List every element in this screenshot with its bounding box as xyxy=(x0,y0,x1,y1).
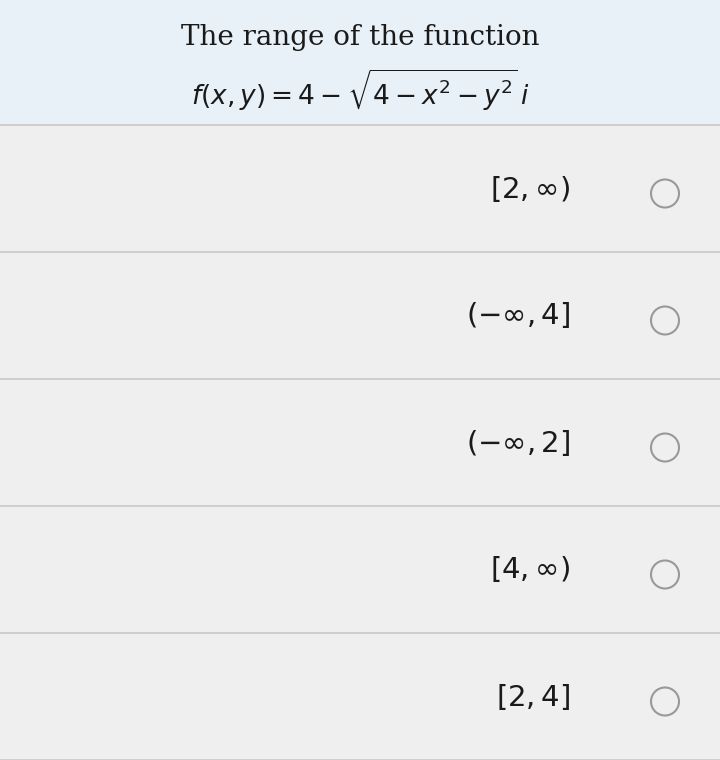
Text: $(-\infty, 2]$: $(-\infty, 2]$ xyxy=(466,427,570,458)
Bar xyxy=(0,0,720,125)
Text: $[2, 4]$: $[2, 4]$ xyxy=(496,682,570,711)
Text: $[2, \infty)$: $[2, \infty)$ xyxy=(490,173,570,204)
Bar xyxy=(0,633,720,760)
Text: $(-\infty, 4]$: $(-\infty, 4]$ xyxy=(466,300,570,331)
Bar xyxy=(0,506,720,633)
Bar xyxy=(0,125,720,252)
Text: $f(x, y) = 4 - \sqrt{4 - x^2 - y^2}\,\mathit{i}$: $f(x, y) = 4 - \sqrt{4 - x^2 - y^2}\,\ma… xyxy=(191,67,529,112)
Text: The range of the function: The range of the function xyxy=(181,24,539,51)
Text: $[4, \infty)$: $[4, \infty)$ xyxy=(490,555,570,584)
Bar xyxy=(0,252,720,379)
Bar xyxy=(0,379,720,506)
